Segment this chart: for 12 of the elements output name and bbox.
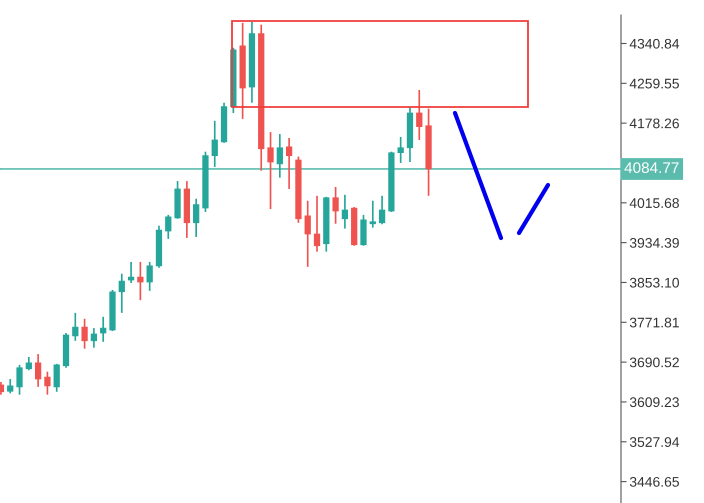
y-tick-label: 4340.84 [630, 38, 680, 49]
y-tick-label: 3609.23 [630, 397, 679, 408]
y-tick-label: 3690.52 [630, 357, 679, 368]
y-tick-label: 4178.26 [630, 118, 679, 128]
y-tick-label: 4259.55 [630, 78, 679, 88]
y-tick-label: 3527.94 [630, 437, 680, 447]
y-tick-label: 3771.81 [630, 318, 679, 328]
y-tick-label: 3934.39 [630, 238, 679, 248]
y-tick-label: 3853.10 [630, 278, 679, 288]
ref-line-label: 4084.77 [624, 162, 679, 174]
y-tick-label: 3446.65 [630, 476, 679, 487]
y-tick-label: 4015.68 [630, 198, 679, 208]
